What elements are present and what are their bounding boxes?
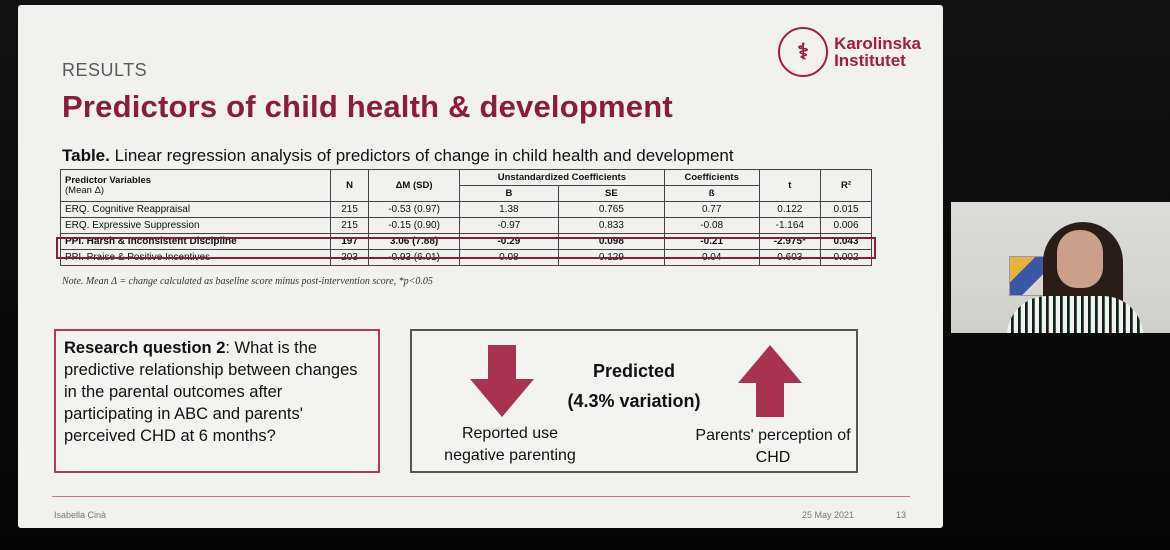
table-row-highlighted: PPI. Harsh & Inconsistent Discipline 197… bbox=[60, 233, 872, 250]
cell-dm: 3.06 (7.88) bbox=[368, 233, 460, 250]
research-question-text: : What is the predictive relationship be… bbox=[64, 339, 358, 445]
logo-line-1: Karolinska bbox=[834, 34, 921, 53]
cell-se: 0.833 bbox=[557, 217, 665, 234]
table-row: PPI. Praise & Positive Incentives 203 -0… bbox=[60, 249, 872, 266]
cell-variable: PPI. Harsh & Inconsistent Discipline bbox=[60, 233, 331, 250]
section-label: RESULTS bbox=[62, 60, 148, 80]
footer-page-number: 13 bbox=[896, 510, 907, 520]
prediction-left-label: Reported use negative parenting bbox=[444, 425, 576, 464]
header-n: N bbox=[329, 169, 370, 202]
research-question-label: Research question 2 bbox=[64, 339, 226, 357]
wall-art bbox=[1009, 256, 1045, 296]
prediction-variation: (4.3% variation) bbox=[567, 391, 701, 411]
speaker-face bbox=[1057, 230, 1103, 288]
table-caption: Table. Linear regression analysis of pre… bbox=[62, 146, 734, 166]
table-note: Note. Mean Δ = change calculated as base… bbox=[62, 276, 433, 287]
header-predictor-label: Predictor Variables bbox=[65, 174, 152, 186]
cell-se: 0.129 bbox=[557, 249, 665, 266]
cell-variable: ERQ. Expressive Suppression bbox=[60, 217, 331, 234]
cell-beta: 0.04 bbox=[663, 249, 760, 266]
cell-variable: ERQ. Cognitive Reappraisal bbox=[60, 201, 331, 218]
cell-t: 0.122 bbox=[758, 201, 822, 218]
cell-b: 0.08 bbox=[458, 249, 559, 266]
arrow-up-icon bbox=[738, 345, 802, 417]
cell-dm: -0.93 (6.01) bbox=[368, 249, 460, 266]
regression-table: Predictor Variables (Mean Δ) N ΔM (SD) Un… bbox=[60, 169, 872, 266]
cell-r2: 0.015 bbox=[820, 201, 872, 218]
speaker-body bbox=[1007, 296, 1143, 333]
table-row: ERQ. Expressive Suppression 215 -0.15 (0… bbox=[60, 217, 872, 234]
cell-t: -2.975* bbox=[758, 233, 822, 250]
table-row: ERQ. Cognitive Reappraisal 215 -0.53 (0.… bbox=[60, 201, 872, 218]
cell-t: -1.164 bbox=[758, 217, 822, 234]
prediction-box: Predicted (4.3% variation) Reported use … bbox=[410, 329, 858, 473]
logo-line-2: Institutet bbox=[834, 51, 906, 70]
cell-n: 203 bbox=[329, 249, 370, 266]
cell-beta: -0.08 bbox=[663, 217, 760, 234]
cell-n: 215 bbox=[329, 201, 370, 218]
header-unstandardized: Unstandardized Coefficients bbox=[458, 169, 665, 186]
cell-dm: -0.53 (0.97) bbox=[368, 201, 460, 218]
presentation-slide: RESULTS Predictors of child health & dev… bbox=[18, 5, 943, 528]
prediction-right-label: Parents' perception of CHD bbox=[695, 427, 851, 466]
cell-se: 0.765 bbox=[557, 201, 665, 218]
karolinska-logo: ⚕ Karolinska Institutet bbox=[778, 27, 921, 77]
footer-author: Isabella Cinà bbox=[54, 510, 107, 520]
footer-date: 25 May 2021 bbox=[802, 510, 855, 520]
header-se: SE bbox=[557, 185, 665, 202]
table-caption-text: Linear regression analysis of predictors… bbox=[109, 146, 734, 165]
header-coefficients: Coefficients bbox=[663, 169, 760, 186]
footer-divider bbox=[52, 496, 910, 497]
cell-se: 0.098 bbox=[557, 233, 665, 250]
cell-t: 0.603 bbox=[758, 249, 822, 266]
cell-variable: PPI. Praise & Positive Incentives bbox=[60, 249, 331, 266]
header-t: t bbox=[758, 169, 822, 202]
header-beta: ß bbox=[663, 185, 760, 202]
cell-beta: 0.77 bbox=[663, 201, 760, 218]
cell-n: 197 bbox=[329, 233, 370, 250]
table-caption-bold: Table. bbox=[62, 146, 110, 165]
slide-title: Predictors of child health & development bbox=[62, 89, 673, 124]
header-predictor-sub: (Mean Δ) bbox=[65, 184, 105, 196]
karolinska-seal-icon: ⚕ bbox=[778, 27, 829, 77]
cell-n: 215 bbox=[329, 217, 370, 234]
header-dm: ΔM (SD) bbox=[368, 169, 460, 202]
cell-b: -0.29 bbox=[458, 233, 559, 250]
cell-b: -0.97 bbox=[458, 217, 559, 234]
cell-b: 1.38 bbox=[458, 201, 559, 218]
cell-r2: 0.002 bbox=[820, 249, 872, 266]
speaker-video-tile[interactable] bbox=[951, 202, 1170, 333]
header-predictor: Predictor Variables (Mean Δ) bbox=[60, 169, 331, 202]
logo-text: Karolinska Institutet bbox=[834, 35, 921, 69]
arrow-down-icon bbox=[470, 345, 534, 417]
cell-r2: 0.006 bbox=[820, 217, 872, 234]
prediction-title: Predicted bbox=[592, 361, 676, 381]
cell-beta: -0.21 bbox=[663, 233, 760, 250]
header-b: B bbox=[458, 185, 559, 202]
cell-dm: -0.15 (0.90) bbox=[368, 217, 460, 234]
header-r2: R² bbox=[820, 169, 872, 202]
research-question-box: Research question 2: What is the predict… bbox=[54, 329, 380, 473]
cell-r2: 0.043 bbox=[820, 233, 872, 250]
